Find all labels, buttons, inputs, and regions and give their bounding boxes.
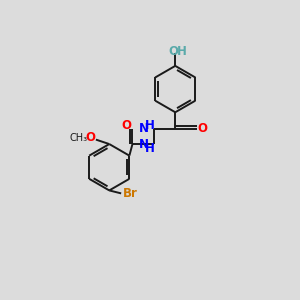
- Text: O: O: [85, 131, 96, 144]
- Text: H: H: [145, 142, 155, 155]
- Text: H: H: [145, 118, 155, 131]
- Text: CH₃: CH₃: [70, 133, 88, 143]
- Text: N: N: [139, 138, 148, 151]
- Text: O: O: [168, 45, 178, 58]
- Text: O: O: [122, 118, 131, 131]
- Text: O: O: [197, 122, 207, 135]
- Text: H: H: [177, 45, 187, 58]
- Text: Br: Br: [123, 187, 137, 200]
- Text: N: N: [139, 122, 148, 135]
